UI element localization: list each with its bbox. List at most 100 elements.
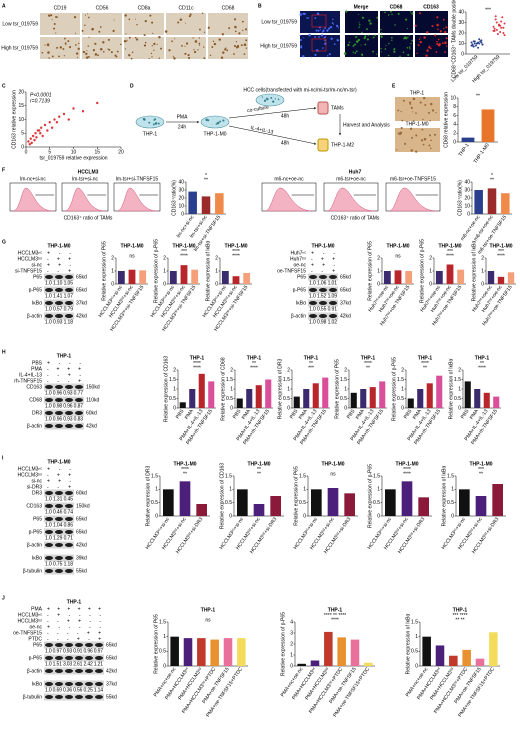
- texture: [48, 57, 50, 59]
- texture: [419, 101, 422, 104]
- texture: [433, 133, 437, 136]
- texture: [355, 50, 358, 53]
- point: [495, 21, 498, 24]
- blot-band: [65, 556, 73, 560]
- ihc-image: [166, 37, 206, 59]
- x-tick-label: PBS: [403, 408, 414, 420]
- ihc-image: [166, 13, 206, 35]
- point: [471, 44, 474, 47]
- texture: [422, 96, 426, 100]
- texture: [318, 13, 320, 15]
- texture: [266, 98, 269, 101]
- band-size: 150kd: [76, 503, 90, 509]
- significance: ****: [403, 471, 411, 477]
- point: [470, 41, 473, 44]
- band-size: 60kd: [76, 490, 87, 496]
- y-tick-label: 1.5: [397, 377, 404, 383]
- y-tick-label: 0: [21, 144, 24, 150]
- x-tick-label: PMA: [184, 408, 196, 421]
- y-tick-label: 10: [18, 117, 24, 123]
- blot-band: [329, 275, 337, 279]
- texture: [314, 36, 317, 38]
- zoom-box: [311, 38, 327, 52]
- texture: [46, 43, 50, 46]
- point: [503, 22, 506, 25]
- texture: [360, 44, 362, 46]
- x-tick-label: 15: [94, 149, 100, 155]
- y-tick-label: 0: [429, 281, 432, 287]
- y-tick-label: 1: [377, 487, 380, 493]
- point: [31, 134, 35, 138]
- texture: [422, 143, 425, 146]
- texture: [144, 41, 147, 44]
- bar: [461, 137, 475, 142]
- x-tick-label: PMA: [412, 408, 424, 421]
- band-size: 65kd: [76, 274, 87, 280]
- fluorescence-image: [345, 35, 378, 57]
- bar: [170, 636, 179, 666]
- bar: [405, 271, 413, 284]
- bar: [418, 497, 429, 516]
- band-size: 37kd: [340, 300, 351, 306]
- x-tick-label: PMA: [298, 408, 310, 421]
- blot-band: [85, 669, 93, 673]
- blot-title: THP-1-M0: [311, 243, 334, 249]
- y-tick-label: 1: [230, 386, 233, 392]
- flow-header: lm-nc+si-nc: [20, 176, 46, 182]
- texture: [77, 47, 80, 50]
- texture: [419, 40, 422, 44]
- texture: [51, 19, 53, 21]
- significance: ns: [129, 253, 135, 259]
- texture: [361, 53, 364, 56]
- bar: [201, 196, 211, 214]
- condition-signs: + - -: [311, 250, 335, 256]
- x-tick-label: 5: [48, 149, 51, 155]
- texture: [99, 47, 103, 51]
- y-tick-label: 1: [173, 386, 176, 392]
- texture: [156, 43, 158, 45]
- condition-signs: + - -: [47, 466, 71, 472]
- point: [46, 129, 49, 132]
- point: [502, 32, 505, 34]
- chart-title: THP-1-M0: [469, 461, 492, 467]
- texture: [367, 34, 370, 36]
- densitometry: 1.0 1.31 0.45: [45, 496, 73, 502]
- y-axis-label: CD163⁺ratio(%): [457, 180, 463, 216]
- chart-title: THP-1: [328, 607, 343, 613]
- texture: [415, 134, 418, 137]
- bar: [322, 377, 329, 408]
- y-tick-label: 0.5: [151, 500, 158, 506]
- texture: [150, 52, 153, 55]
- significance: **: [480, 361, 484, 367]
- texture: [372, 50, 374, 53]
- bar: [407, 398, 414, 408]
- texture: [429, 47, 432, 50]
- x-tick-label: 10: [71, 149, 77, 155]
- blot-band: [55, 643, 63, 647]
- y-tick-label: 10: [464, 203, 470, 209]
- chart-title: THP-1: [475, 355, 490, 361]
- condition-label: Huh7ⁿᶜ: [290, 250, 306, 256]
- texture: [299, 39, 302, 41]
- blot-band: [65, 275, 73, 279]
- column-header: CD56: [96, 5, 109, 11]
- significance: ***: [485, 7, 491, 13]
- texture: [184, 22, 186, 24]
- blot-band: [45, 411, 53, 415]
- blot-band: [65, 643, 73, 647]
- y-tick-label: 0.5: [226, 396, 233, 402]
- bar: [312, 383, 319, 408]
- texture: [261, 96, 264, 98]
- y-tick-label: 3: [290, 630, 293, 636]
- blot-band: [65, 695, 73, 699]
- blot-band: [55, 424, 63, 428]
- texture: [416, 52, 418, 55]
- condition-label: si-DR3: [27, 484, 42, 490]
- texture: [171, 40, 173, 43]
- bar: [197, 638, 206, 666]
- x-tick-label: PMA: [241, 408, 253, 421]
- x-tick-label: PBS: [289, 408, 300, 420]
- blot-band: [45, 530, 53, 534]
- band-size: 65kd: [340, 287, 351, 293]
- texture: [67, 40, 70, 43]
